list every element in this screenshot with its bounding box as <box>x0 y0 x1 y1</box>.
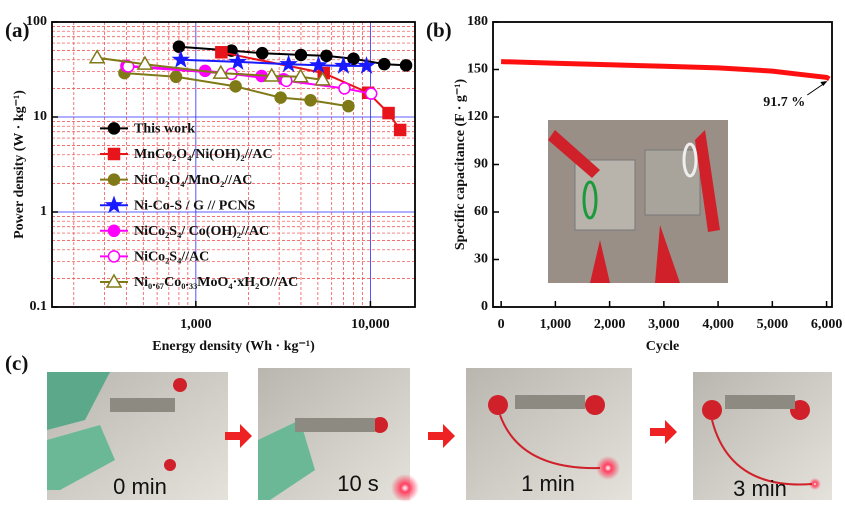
photo-caption: 3 min <box>733 476 787 501</box>
marker <box>282 57 296 70</box>
photo-caption: 10 s <box>337 471 379 496</box>
photo-caption: 0 min <box>113 474 167 499</box>
y-tick-label: 1 <box>40 204 47 219</box>
marker <box>216 47 227 58</box>
y-tick-label: 120 <box>467 109 488 124</box>
x-tick-label: 10,000 <box>351 317 390 332</box>
marker <box>305 95 316 106</box>
marker <box>171 71 182 82</box>
legend-label: NiCo₂S₄/ Co(OH)₂//AC <box>134 224 269 239</box>
x-axis-label: Cycle <box>646 339 679 354</box>
figure: (c) 0 min 10 s 1 min 3 min 1,000 10,000 0.… <box>0 0 845 505</box>
marker <box>295 49 306 60</box>
marker <box>395 124 406 135</box>
panel-label: (b) <box>426 18 452 42</box>
marker <box>174 52 188 66</box>
inset-photo <box>548 120 728 283</box>
marker <box>109 251 120 262</box>
legend-label: NiCo₂O₄/MnO₂//AC <box>134 173 252 188</box>
marker <box>383 108 394 119</box>
marker <box>230 81 241 92</box>
x-tick-label: 1,000 <box>540 317 572 332</box>
marker <box>366 88 377 99</box>
y-tick-label: 150 <box>467 62 488 77</box>
x-tick-label: 6,000 <box>811 317 843 332</box>
y-tick-label: 0 <box>481 299 488 314</box>
panel-label: (c) <box>5 351 28 375</box>
legend-label: Ni₀.₆₇Co₀.₃₃MoO₄·xH₂O//AC <box>134 275 298 290</box>
marker <box>401 60 412 71</box>
series-line <box>501 62 829 79</box>
y-tick-label: 0.1 <box>30 299 48 314</box>
marker <box>109 225 120 236</box>
y-axis-label: Specific capacitance (F · g⁻¹) <box>453 79 468 251</box>
marker <box>339 83 350 94</box>
x-tick-label: 3,000 <box>648 317 680 332</box>
marker <box>321 50 332 61</box>
legend-label: MnCo₂O₄/Ni(OH)₂//AC <box>134 147 273 162</box>
marker <box>109 123 120 134</box>
y-tick-label: 90 <box>474 157 488 172</box>
marker <box>109 149 120 160</box>
panel-label: (a) <box>5 18 30 42</box>
y-tick-label: 180 <box>467 14 488 29</box>
marker <box>343 101 354 112</box>
y-axis-label: Power density (W · kg⁻¹) <box>12 90 27 239</box>
marker <box>257 48 268 59</box>
x-tick-label: 5,000 <box>757 317 789 332</box>
marker <box>109 174 120 185</box>
legend-label: NiCo₂S₄//AC <box>134 250 209 265</box>
legend-label: This work <box>134 122 195 137</box>
x-tick-label: 1,000 <box>180 317 212 332</box>
marker <box>275 92 286 103</box>
x-tick-label: 2,000 <box>594 317 626 332</box>
marker <box>348 53 359 64</box>
photo-caption: 1 min <box>521 471 575 496</box>
marker <box>90 51 104 63</box>
marker <box>379 59 390 70</box>
y-tick-label: 30 <box>474 252 488 267</box>
x-axis-label: Energy density (Wh · kg⁻¹) <box>152 339 315 354</box>
x-tick-label: 4,000 <box>702 317 734 332</box>
marker <box>173 41 184 52</box>
marker <box>107 198 121 212</box>
y-tick-label: 60 <box>474 204 488 219</box>
x-tick-label: 0 <box>498 317 505 332</box>
legend-label: Ni-Co-S / G // PCNS <box>134 198 256 213</box>
annotation: 91.7 % <box>763 95 805 110</box>
y-tick-label: 10 <box>33 109 47 124</box>
